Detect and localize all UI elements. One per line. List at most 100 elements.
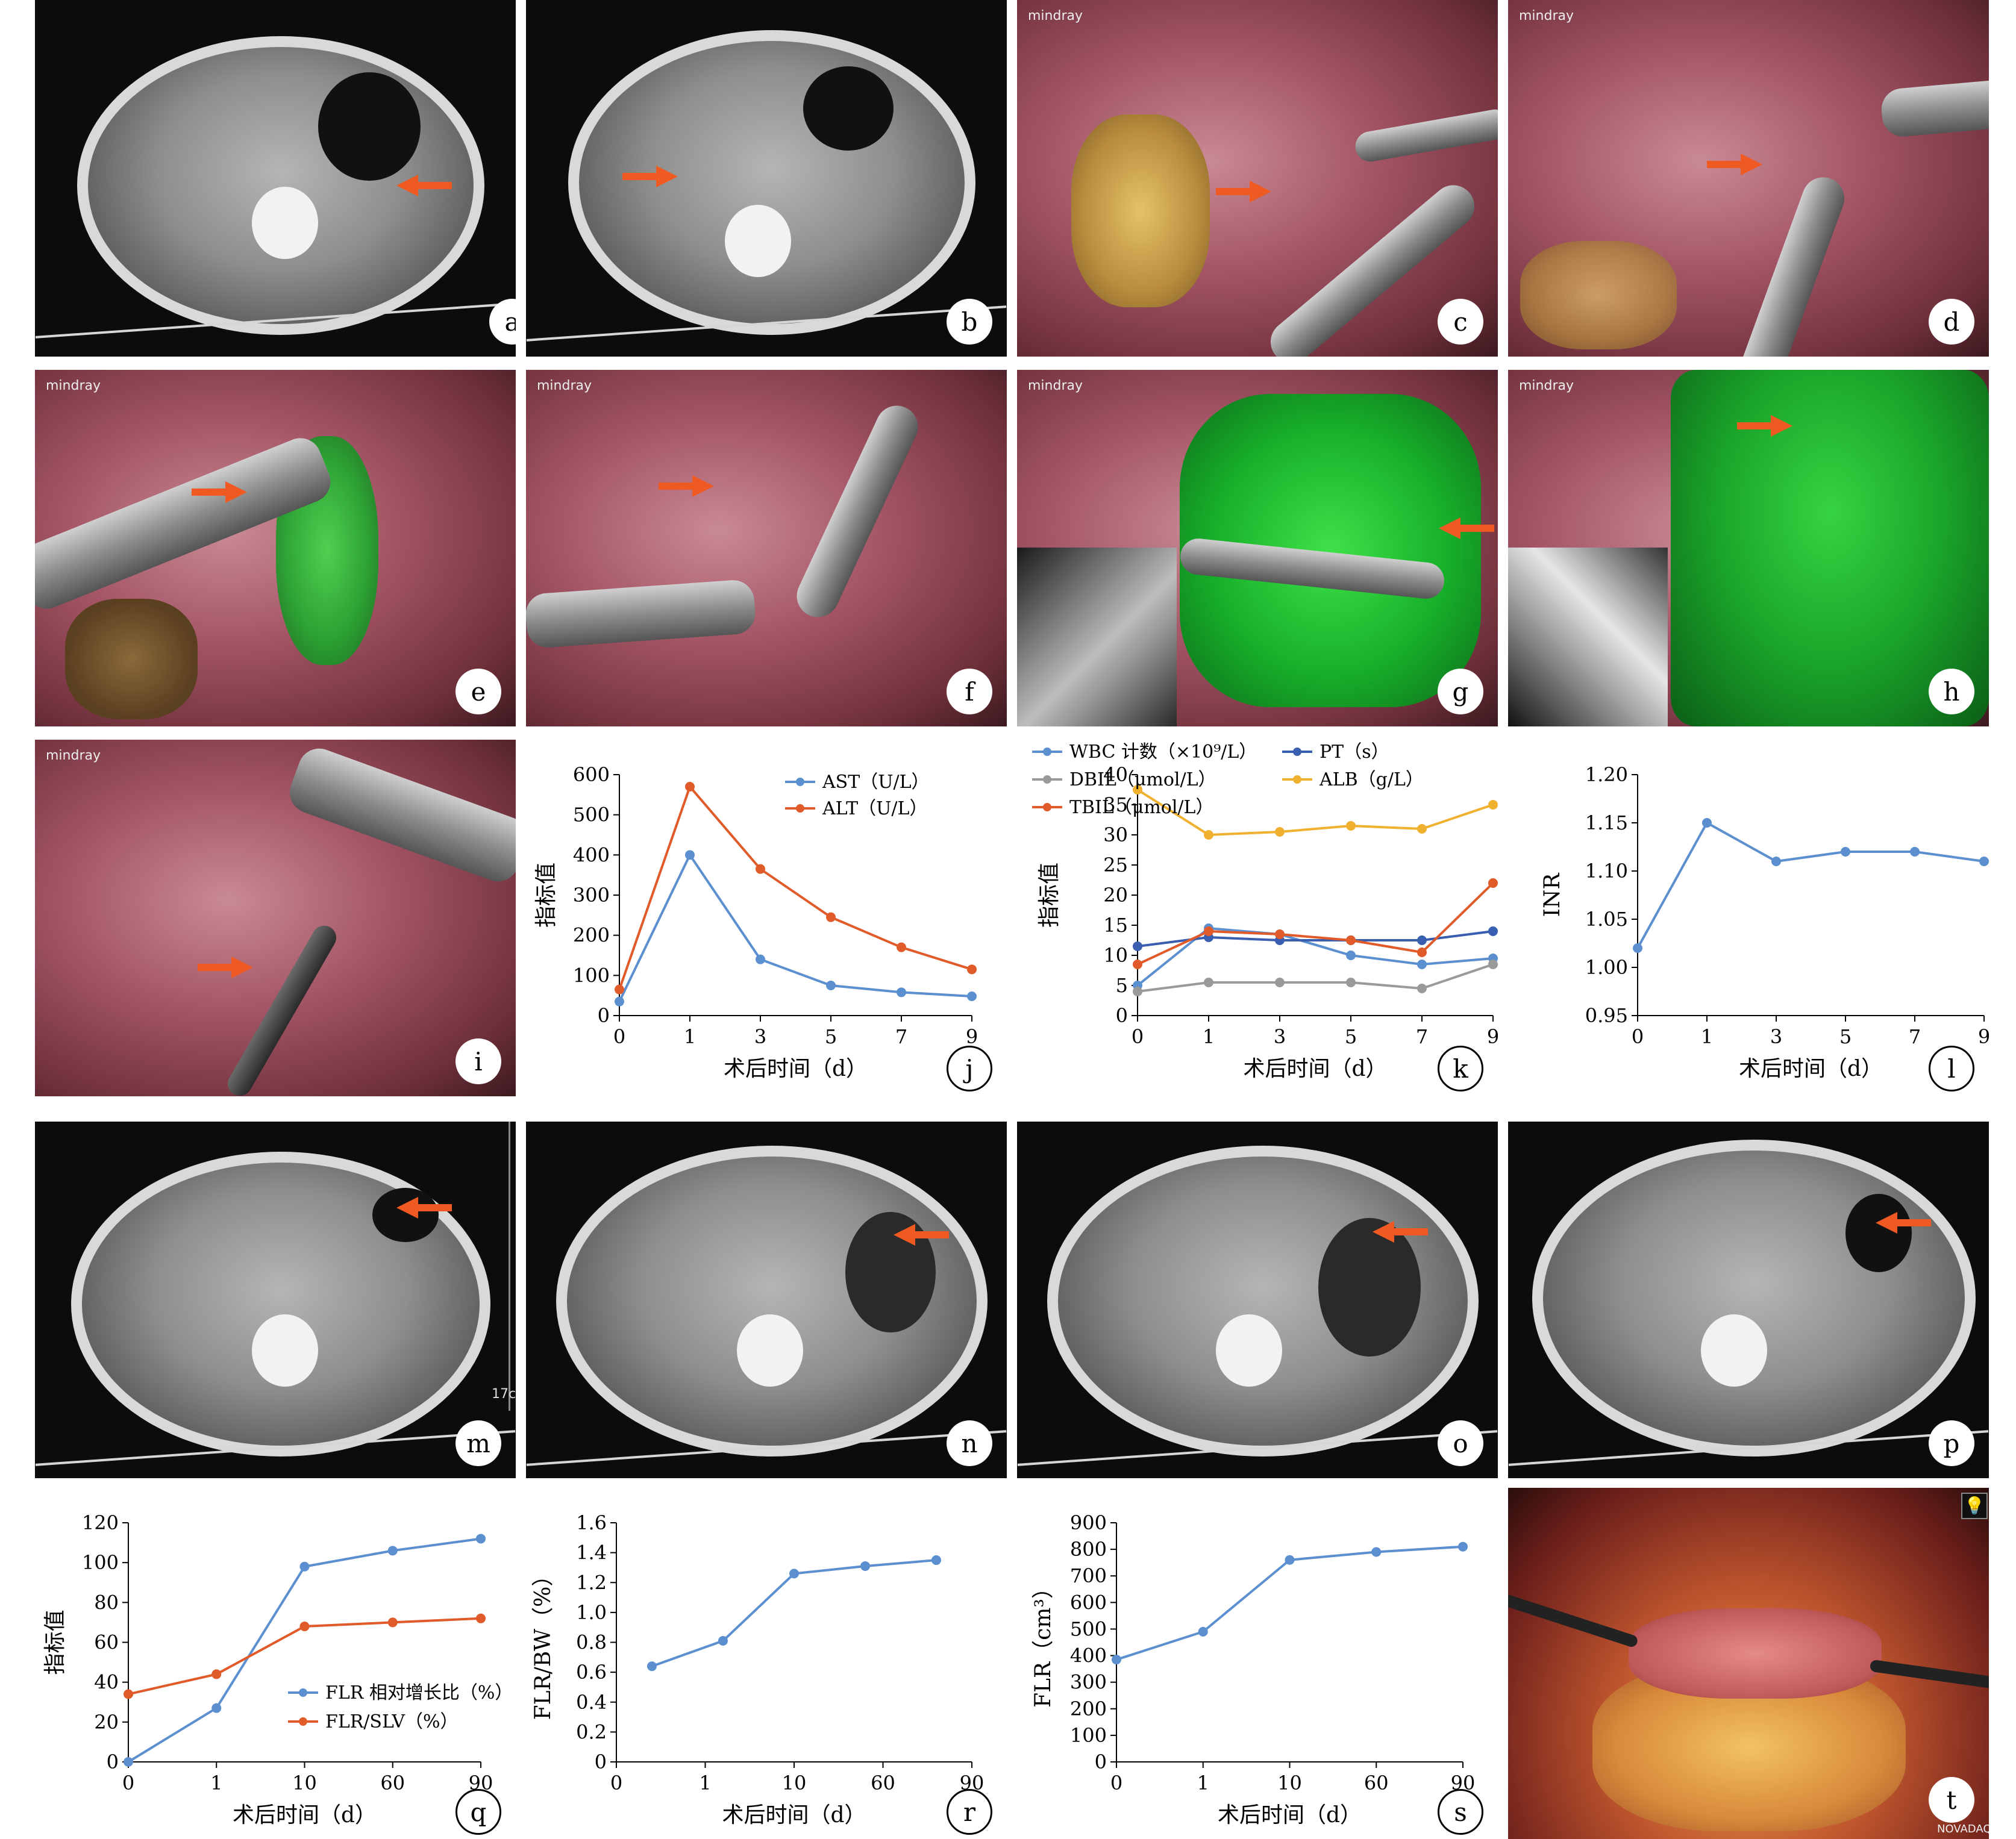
legend-marker: [1293, 775, 1301, 784]
data-point: [1275, 929, 1285, 939]
brand-watermark: mindray: [1028, 8, 1083, 23]
y-axis-label: 指标值: [1037, 863, 1062, 928]
brand-watermark: mindray: [46, 378, 101, 393]
data-point: [967, 991, 977, 1001]
data-point: [1371, 1547, 1382, 1557]
arrow-icon: [1216, 181, 1271, 202]
data-point: [124, 1689, 133, 1699]
x-tick-label: 10: [1277, 1772, 1302, 1794]
legend-label: DBIL（μmol/L）: [1069, 769, 1216, 790]
y-tick-label: 15: [1103, 914, 1128, 937]
data-point: [124, 1757, 133, 1767]
panel-label-c: c: [1438, 299, 1483, 345]
y-tick-label: 1.0: [576, 1601, 607, 1624]
data-point: [1204, 978, 1213, 987]
y-tick-label: 20: [1103, 884, 1128, 907]
y-tick-label: 300: [1070, 1671, 1107, 1694]
legend-label: FLR/SLV（%）: [325, 1711, 459, 1732]
data-point: [476, 1534, 486, 1544]
x-tick-label: 7: [1416, 1025, 1428, 1048]
y-tick-label: 1.4: [576, 1541, 607, 1564]
arrow-icon: [192, 481, 247, 503]
y-tick-label: 40: [1103, 763, 1128, 786]
data-point: [1417, 960, 1427, 969]
x-tick-label: 0: [1632, 1025, 1644, 1048]
panel-label-h: h: [1929, 669, 1974, 714]
y-tick-label: 80: [94, 1591, 119, 1614]
data-point: [299, 1561, 310, 1572]
panel-label-q: q: [455, 1789, 501, 1835]
x-tick-label: 1: [1197, 1772, 1209, 1794]
arrow-icon: [1737, 415, 1792, 437]
arrow-icon: [1876, 1212, 1931, 1234]
data-point: [967, 964, 977, 975]
x-tick-label: 1: [210, 1772, 222, 1794]
y-tick-label: 1.20: [1585, 763, 1628, 786]
y-tick-label: 20: [94, 1711, 119, 1734]
data-point: [1133, 941, 1142, 951]
y-tick-label: 60: [94, 1631, 119, 1654]
x-tick-label: 0: [1110, 1772, 1122, 1794]
y-tick-label: 300: [573, 884, 610, 907]
x-tick-label: 0: [610, 1772, 622, 1794]
x-tick-label: 1: [684, 1025, 696, 1048]
data-point: [897, 987, 906, 998]
panel-label-e: e: [455, 669, 501, 714]
panel-label-t: t: [1929, 1777, 1974, 1823]
brand-watermark: mindray: [537, 378, 592, 393]
chart-l: 0.95 1.00 1.05 1.10 1.15 1.20 0 1 3 5 7 9 术后时间（d） INR…: [1508, 740, 1989, 1096]
y-tick-label: 0.2: [576, 1720, 607, 1743]
legend-marker: [1043, 748, 1051, 756]
y-tick-label: 1.2: [576, 1571, 607, 1594]
panel-label-k: k: [1438, 1046, 1483, 1091]
x-tick-label: 0: [1132, 1025, 1144, 1048]
x-tick-label: 0: [613, 1025, 625, 1048]
y-tick-label: 100: [573, 964, 610, 987]
y-tick-label: 0.4: [576, 1691, 607, 1714]
data-point: [1285, 1555, 1295, 1565]
data-point: [1488, 960, 1498, 969]
panel-label-d: d: [1929, 299, 1974, 345]
arrow-icon: [198, 957, 253, 978]
chart-k: 0 5 10 15 20 25 30 35 40 0 1 3 5 7 9 术后时间（d） 指标值 WBC 计数（×…: [1017, 740, 1498, 1096]
ct-scan-o: o: [1017, 1122, 1498, 1478]
x-tick-label: 60: [871, 1772, 895, 1794]
chart-j: 0 100 200 300 400 500 600 0 1 3 5 7 9 术后时间（d） 指标值 AST（U…: [526, 740, 1007, 1096]
y-tick-label: 25: [1103, 854, 1128, 876]
y-tick-label: 10: [1103, 944, 1128, 967]
y-tick-label: 0: [1116, 1004, 1128, 1027]
data-point: [1417, 935, 1427, 945]
y-tick-label: 1.6: [576, 1511, 607, 1534]
legend-label: AST（U/L）: [822, 772, 930, 793]
y-tick-label: 800: [1070, 1538, 1107, 1561]
x-tick-label: 10: [292, 1772, 317, 1794]
y-tick-label: 1.00: [1585, 956, 1628, 979]
y-axis-label: FLR（cm³）: [1031, 1577, 1056, 1708]
x-tick-label: 5: [825, 1025, 837, 1048]
panel-label-n: n: [947, 1420, 992, 1466]
ct-scan-p: p: [1508, 1122, 1989, 1478]
x-tick-label: 3: [1274, 1025, 1286, 1048]
data-point: [1133, 987, 1142, 996]
data-point: [756, 864, 765, 874]
x-tick-label: 1: [699, 1772, 711, 1794]
y-tick-label: 0.95: [1585, 1004, 1628, 1027]
series-line: [1137, 882, 1494, 966]
x-tick-label: 7: [1909, 1025, 1921, 1048]
endoscopic-image-c: mindray c: [1017, 0, 1498, 357]
legend-marker: [1043, 775, 1051, 784]
lightbulb-icon: 💡: [1961, 1493, 1988, 1519]
data-point: [897, 942, 906, 952]
endoscopic-image-i: mindray i: [35, 740, 516, 1096]
data-point: [756, 954, 765, 964]
data-point: [1198, 1626, 1208, 1637]
data-point: [931, 1555, 941, 1566]
arrow-icon: [622, 166, 678, 187]
data-point: [1417, 984, 1427, 993]
x-axis-label: 术后时间（d）: [1243, 1057, 1387, 1081]
data-point: [1417, 948, 1427, 957]
data-point: [1633, 943, 1642, 953]
arrow-icon: [894, 1224, 949, 1246]
legend-marker: [796, 804, 804, 813]
